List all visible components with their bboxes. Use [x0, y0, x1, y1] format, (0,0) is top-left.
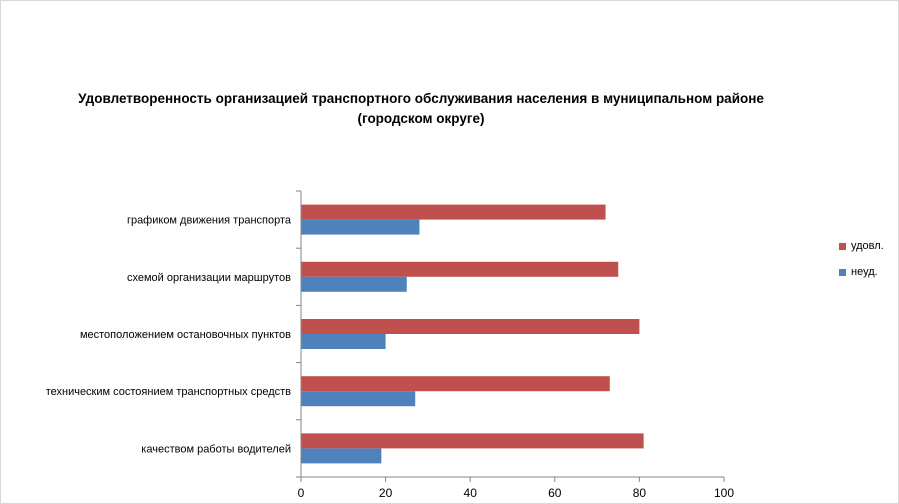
chart-title-line-2: (городском округе) [357, 111, 485, 126]
legend-item-neud: неуд. [839, 259, 884, 285]
legend-label-udovl: удовл. [851, 240, 884, 252]
chart-title: Удовлетворенность организацией транспорт… [61, 89, 781, 129]
bar-udovl-2 [301, 319, 640, 334]
legend-item-udovl: удовл. [839, 233, 884, 259]
legend-swatch-neud [839, 268, 846, 276]
bar-neud-1 [301, 276, 407, 292]
bar-udovl-0 [301, 204, 606, 220]
bar-neud-0 [301, 219, 420, 235]
bar-neud-4 [301, 448, 382, 464]
category-label: местоположением остановочных пунктов [80, 329, 291, 341]
bar-udovl-3 [301, 376, 610, 392]
category-label: качеством работы водителей [141, 443, 291, 455]
x-tick-label: 60 [548, 486, 562, 500]
x-tick-label: 100 [714, 486, 734, 500]
x-tick-label: 80 [633, 486, 647, 500]
bar-neud-3 [301, 391, 416, 407]
x-tick-label: 20 [379, 486, 393, 500]
legend-swatch-udovl [839, 242, 846, 250]
bar-neud-2 [301, 334, 386, 349]
chart-title-line-1: Удовлетворенность организацией транспорт… [78, 91, 764, 106]
category-label: техническим состоянием транспортных сред… [46, 386, 291, 398]
category-label: графиком движения транспорта [127, 215, 292, 227]
legend: удовл. неуд. [839, 233, 884, 285]
bar-udovl-4 [301, 433, 644, 449]
category-label: схемой организации маршрутов [127, 272, 291, 284]
x-tick-label: 40 [464, 486, 478, 500]
bar-udovl-1 [301, 261, 619, 277]
legend-label-neud: неуд. [851, 266, 878, 278]
x-tick-label: 0 [298, 486, 305, 500]
